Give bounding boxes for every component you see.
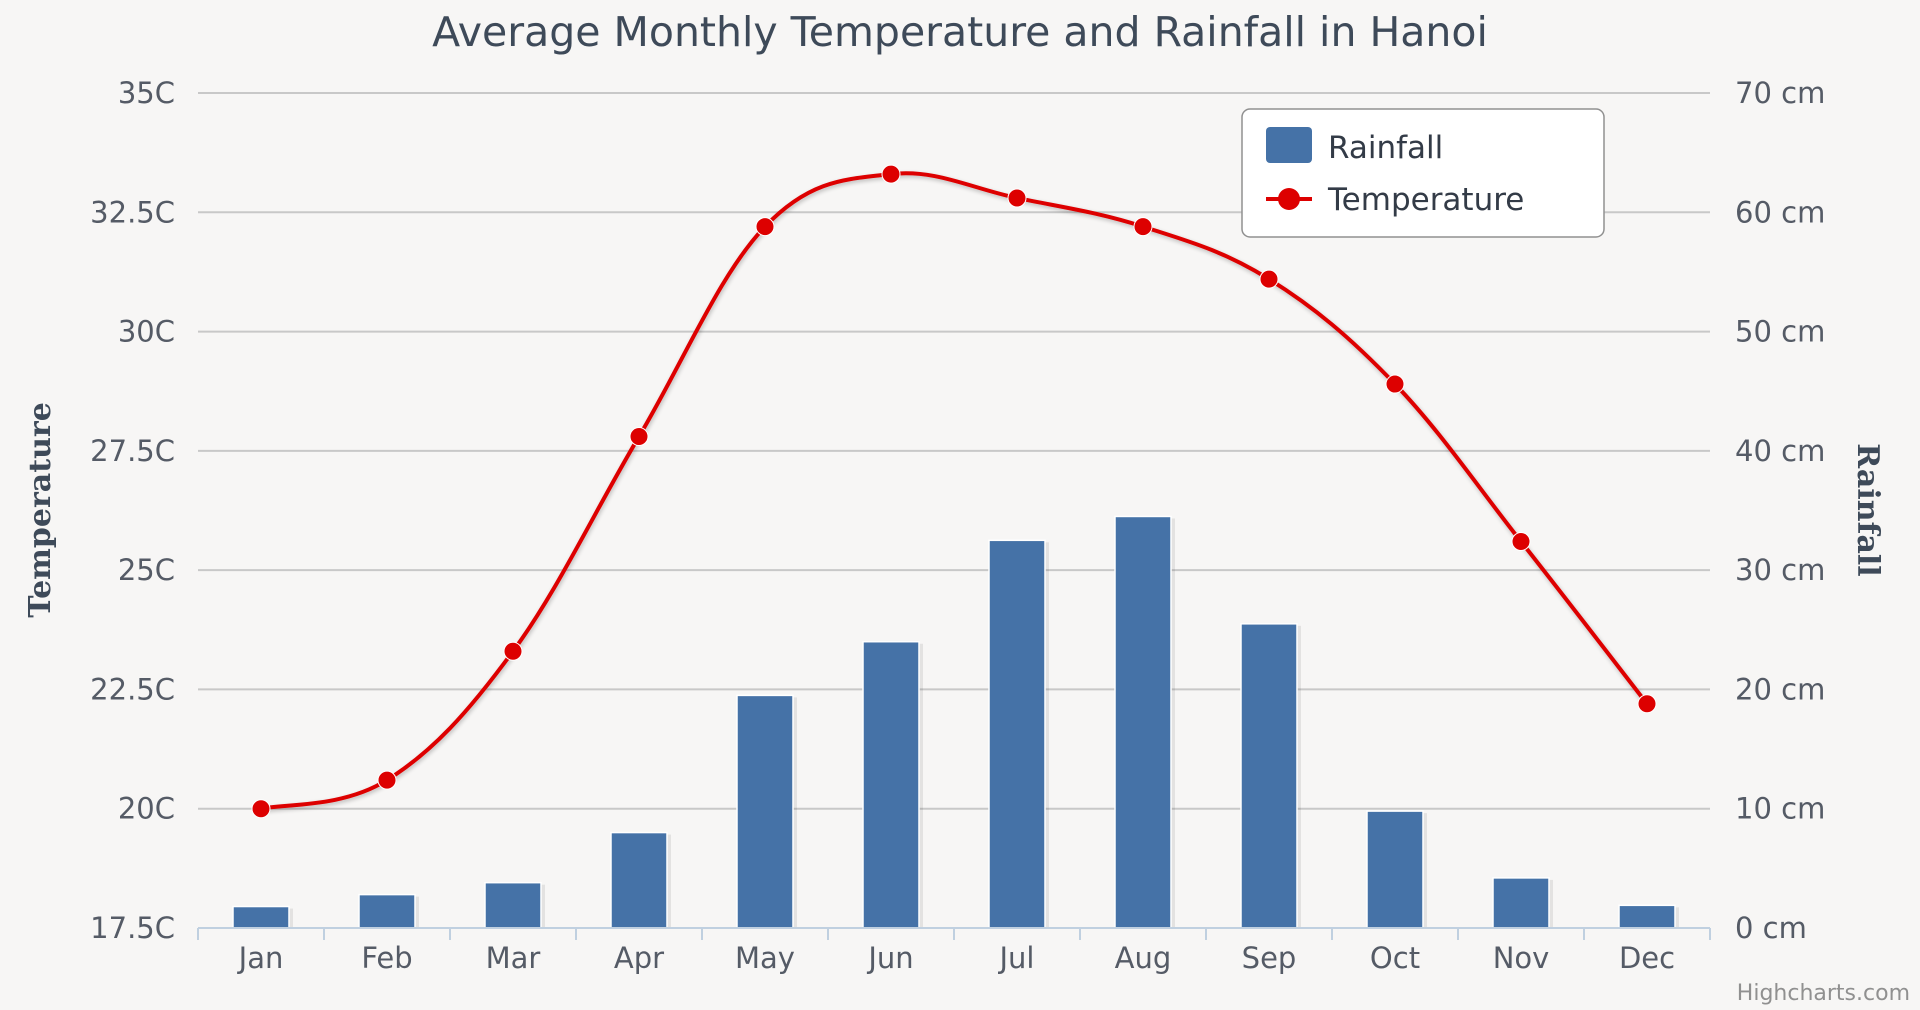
rainfall-bar[interactable] [988, 539, 1046, 929]
x-tick-label: Nov [1493, 941, 1550, 975]
legend-temperature-marker[interactable] [1278, 188, 1300, 210]
temperature-point[interactable] [629, 427, 649, 447]
right-tick-label: 50 cm [1735, 315, 1825, 349]
temperature-point[interactable] [503, 641, 523, 661]
legend-box [1241, 108, 1605, 238]
temperature-line [251, 164, 1657, 819]
temperature-point[interactable] [251, 799, 271, 819]
right-tick-label: 10 cm [1735, 792, 1825, 826]
x-tick-label: Feb [361, 941, 412, 975]
left-tick-label: 27.5C [90, 434, 175, 468]
temperature-point[interactable] [1259, 269, 1279, 289]
rainfall-bar[interactable] [358, 893, 416, 929]
x-tick-label: Jan [237, 941, 284, 975]
x-tick-label: Sep [1242, 941, 1297, 975]
rainfall-bar[interactable] [484, 881, 542, 929]
legend-temperature-label[interactable]: Temperature [1327, 182, 1524, 218]
x-tick-label: Mar [486, 941, 541, 975]
temperature-point[interactable] [1133, 217, 1153, 237]
temperature-point[interactable] [755, 217, 775, 237]
right-tick-label: 30 cm [1735, 553, 1825, 587]
temperature-point[interactable] [1007, 188, 1027, 208]
temperature-point[interactable] [1385, 374, 1405, 394]
right-axis-ticks: 0 cm 10 cm 20 cm 30 cm 40 cm 50 cm 60 cm 70 cm [1735, 76, 1825, 945]
left-tick-label: 32.5C [90, 195, 175, 229]
legend-rainfall-swatch[interactable] [1266, 127, 1312, 163]
rainfall-bar[interactable] [1618, 904, 1676, 929]
temperature-point[interactable] [881, 164, 901, 184]
left-tick-label: 30C [118, 315, 175, 349]
left-tick-label: 22.5C [90, 672, 175, 706]
right-tick-label: 70 cm [1735, 76, 1825, 110]
right-axis-title: Rainfall [1850, 443, 1885, 576]
left-tick-label: 35C [118, 76, 175, 110]
x-tick-label: Oct [1370, 941, 1420, 975]
rainfall-bars [232, 515, 1679, 929]
chart-title: Average Monthly Temperature and Rainfall… [432, 8, 1488, 56]
rainfall-bar[interactable] [232, 905, 290, 929]
x-tick-label: May [735, 941, 795, 975]
right-tick-label: 20 cm [1735, 672, 1825, 706]
credits-link[interactable]: Highcharts.com [1737, 981, 1910, 1006]
x-tick-label: Dec [1619, 941, 1675, 975]
left-axis-ticks: 17.5C 20C 22.5C 25C 27.5C 30C 32.5C 35C [90, 76, 175, 945]
right-tick-label: 40 cm [1735, 434, 1825, 468]
temperature-curve [260, 171, 1649, 811]
rainfall-bar[interactable] [610, 831, 668, 929]
rainfall-bar[interactable] [1240, 623, 1298, 929]
temperature-point[interactable] [1511, 532, 1531, 552]
left-tick-label: 25C [118, 553, 175, 587]
x-tick-label: Aug [1115, 941, 1172, 975]
x-tick-label: Jul [998, 941, 1035, 975]
legend: Rainfall Temperature [1241, 108, 1605, 238]
left-tick-label: 17.5C [90, 911, 175, 945]
x-axis: Jan Feb Mar Apr May Jun Jul Aug Sep Oct Nov Dec [197, 927, 1711, 975]
rainfall-bar[interactable] [862, 640, 920, 929]
rainfall-bar[interactable] [1366, 810, 1424, 929]
x-tick-label: Apr [614, 941, 664, 975]
x-tick-label: Jun [866, 941, 913, 975]
right-tick-label: 0 cm [1735, 911, 1807, 945]
left-tick-label: 20C [118, 792, 175, 826]
rainfall-bar[interactable] [1492, 877, 1550, 929]
right-tick-label: 60 cm [1735, 195, 1825, 229]
grid-lines [198, 92, 1710, 810]
temperature-point[interactable] [1637, 694, 1657, 714]
left-axis-title: Temperature [23, 402, 58, 618]
temperature-point[interactable] [377, 770, 397, 790]
rainfall-bar[interactable] [1114, 515, 1172, 929]
rainfall-bar[interactable] [736, 694, 794, 929]
legend-rainfall-label[interactable]: Rainfall [1328, 130, 1443, 166]
